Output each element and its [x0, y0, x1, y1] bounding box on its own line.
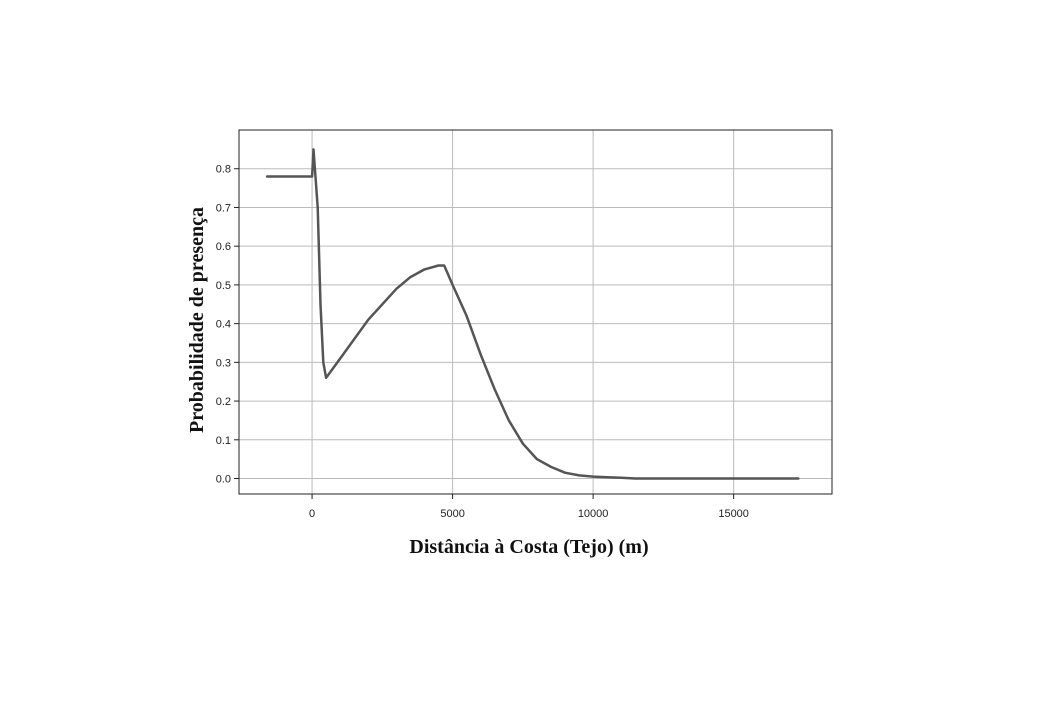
y-tick-label: 0.1	[216, 435, 231, 447]
x-tick-label: 10000	[578, 508, 609, 520]
grid-layer	[239, 130, 832, 494]
plot-frame	[238, 129, 833, 495]
x-tick-label: 15000	[718, 508, 749, 520]
y-tick-label: 0.6	[216, 241, 231, 253]
x-tick-label: 0	[309, 508, 315, 520]
x-axis-title: Distância à Costa (Tejo) (m)	[409, 536, 648, 558]
y-tick-label: 0.5	[216, 280, 231, 292]
y-tick-label: 0.3	[216, 357, 231, 369]
y-tick-label: 0.7	[216, 202, 231, 214]
y-tick-label: 0.0	[216, 474, 231, 486]
plot-layer	[265, 148, 800, 480]
y-tick-label: 0.2	[216, 396, 231, 408]
y-tick-label: 0.4	[216, 319, 231, 331]
y-tick-label: 0.8	[216, 164, 231, 176]
tick-layer: 0 5000 10000 15000 0.0 0.1 0.2 0.3 0.4 0.5 0.6 0.7 0…	[216, 164, 749, 520]
series-line	[265, 148, 800, 480]
x-tick-label: 5000	[440, 508, 464, 520]
y-axis-title: Probabilidade de presença	[186, 207, 208, 433]
